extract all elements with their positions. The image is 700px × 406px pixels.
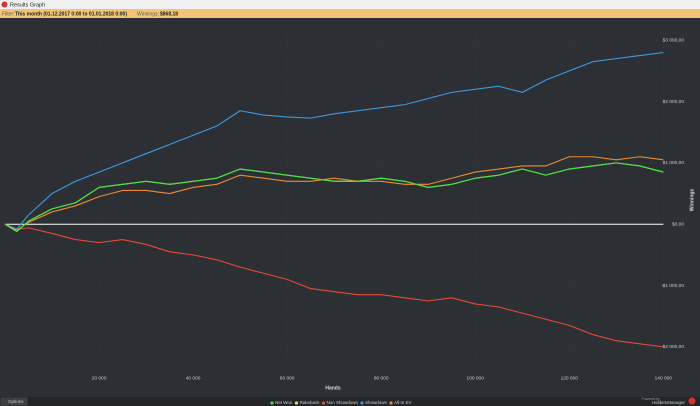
title-bar xyxy=(0,0,700,9)
x-tick-label: 100 000 xyxy=(467,375,485,381)
winnings-value: $868,18 xyxy=(160,11,178,17)
legend-label: Non Showdown xyxy=(326,400,358,405)
filter-label: Filter: xyxy=(2,11,15,17)
series-line xyxy=(4,51,664,230)
options-label: Options xyxy=(8,399,24,404)
y-tick-label: $1 000,00 xyxy=(663,160,685,166)
y-tick-label: -$1 000,00 xyxy=(661,283,684,289)
powered-by: Powered by xyxy=(642,397,661,401)
status-bar xyxy=(0,397,700,406)
window-title: Results Graph xyxy=(10,2,45,8)
y-tick-label: $3 000,00 xyxy=(663,38,685,44)
legend-label: Rakeback xyxy=(299,400,320,405)
brand-logo xyxy=(688,397,696,405)
legend-swatch xyxy=(270,401,274,405)
series-line xyxy=(4,162,664,233)
x-axis-label: Hands xyxy=(325,385,341,391)
legend-label: All-In EV xyxy=(394,400,412,405)
legend-swatch xyxy=(360,401,364,405)
x-tick-label: 140 000 xyxy=(655,375,673,381)
app-icon xyxy=(1,1,8,8)
legend-label: Showdown xyxy=(365,400,388,405)
options-button[interactable] xyxy=(0,397,28,406)
y-tick-label: $2 000,00 xyxy=(663,99,685,105)
filter-text: This month (01.12.2017 0:00 to 01.01.201… xyxy=(15,11,127,17)
series-line xyxy=(4,223,664,348)
legend-label: Net Won xyxy=(275,400,293,405)
legend-swatch xyxy=(321,401,326,405)
brand: HoldemManager xyxy=(652,400,686,405)
plot-background xyxy=(0,18,700,397)
legend-swatch xyxy=(294,401,299,405)
legend-swatch xyxy=(389,401,393,405)
filter-bar xyxy=(0,9,700,18)
x-tick-label: 60 000 xyxy=(280,375,295,381)
winnings-label: Winnings: xyxy=(137,11,159,17)
y-tick-label: $0,00 xyxy=(672,221,684,227)
y-tick-label: -$2 000,00 xyxy=(661,344,684,350)
x-tick-label: 80 000 xyxy=(374,375,389,381)
x-tick-label: 40 000 xyxy=(186,375,201,381)
y-axis-label: Winnings xyxy=(689,189,695,212)
x-tick-label: 20 000 xyxy=(92,375,107,381)
x-tick-label: 120 000 xyxy=(561,375,579,381)
